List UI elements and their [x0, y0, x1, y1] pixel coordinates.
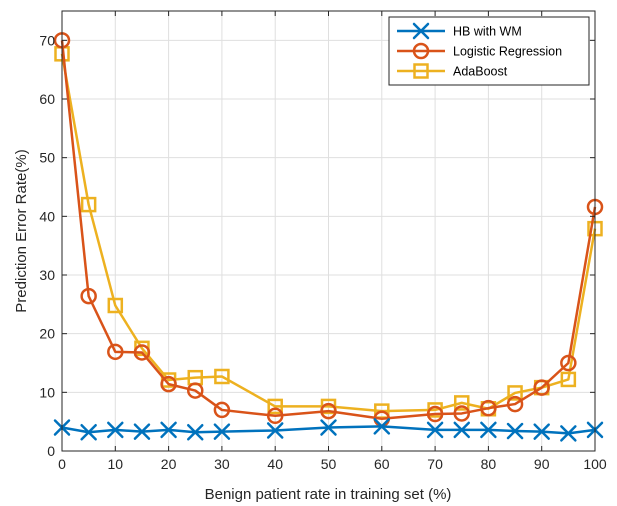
legend-item-logistic-regression: Logistic Regression — [397, 42, 562, 60]
y-tick-label: 50 — [39, 150, 55, 166]
x-tick-label: 70 — [427, 456, 443, 472]
data-point-hb-with-wm — [560, 425, 577, 442]
data-point-logistic-regression — [426, 405, 444, 423]
data-point-hb-with-wm — [426, 421, 444, 439]
data-point-adaboost — [214, 368, 230, 385]
x-tick-label: 20 — [161, 456, 177, 472]
x-axis-title: Benign patient rate in training set (%) — [205, 486, 452, 503]
data-point-logistic-regression — [266, 407, 284, 425]
legend-item-hb-with-wm: HB with WM — [397, 22, 522, 40]
data-point-adaboost — [80, 196, 97, 213]
data-point-hb-with-wm — [373, 418, 391, 435]
x-tick-label: 10 — [108, 456, 124, 472]
legend: HB with WM Logistic Regression AdaBoost — [388, 16, 590, 86]
data-point-hb-with-wm — [266, 422, 284, 439]
y-tick-label: 10 — [39, 384, 55, 400]
legend-marker — [412, 22, 430, 40]
data-point-logistic-regression — [133, 344, 151, 361]
y-tick-label: 40 — [39, 208, 55, 224]
marker-stroke — [560, 425, 577, 442]
legend-marker — [413, 63, 429, 79]
x-tick-label: 50 — [321, 456, 337, 472]
data-point-logistic-regression — [506, 395, 524, 413]
data-point-adaboost — [267, 398, 283, 415]
legend-label: Logistic Regression — [453, 45, 562, 59]
y-tick-label: 20 — [39, 326, 55, 342]
data-point-hb-with-wm — [80, 423, 97, 441]
marker-stroke — [453, 421, 470, 439]
data-point-logistic-regression — [480, 399, 497, 417]
data-point-hb-with-wm — [320, 419, 337, 436]
data-point-logistic-regression — [213, 401, 231, 419]
data-point-hb-with-wm — [453, 421, 470, 439]
marker-stroke — [133, 423, 151, 440]
y-axis-title: Prediction Error Rate(%) — [13, 149, 30, 312]
x-tick-label: 100 — [583, 456, 607, 472]
marker-stroke — [320, 419, 337, 436]
x-tick-label: 30 — [214, 456, 230, 472]
data-point-hb-with-wm — [133, 423, 151, 440]
data-point-logistic-regression — [80, 287, 97, 305]
data-point-adaboost — [107, 297, 124, 314]
y-tick-label: 30 — [39, 267, 55, 283]
data-point-adaboost — [454, 395, 470, 411]
x-tick-label: 60 — [374, 456, 390, 472]
data-point-logistic-regression — [107, 343, 124, 361]
data-point-hb-with-wm — [107, 421, 124, 439]
x-tick-label: 90 — [534, 456, 550, 472]
marker-stroke — [187, 423, 204, 441]
legend-label: AdaBoost — [453, 65, 508, 79]
marker-stroke — [160, 421, 177, 439]
data-point-hb-with-wm — [213, 423, 231, 440]
axis-ticks: 0 10 20 30 40 50 60 70 80 90 100 0 10 20 30 40 50 60 70 — [39, 11, 607, 472]
legend-item-adaboost: AdaBoost — [397, 63, 508, 79]
x-tick-label: 40 — [267, 456, 283, 472]
marker-stroke — [213, 423, 231, 440]
data-point-hb-with-wm — [187, 423, 204, 441]
data-point-logistic-regression — [560, 354, 577, 372]
data-point-logistic-regression — [160, 375, 177, 393]
y-tick-label: 0 — [47, 443, 55, 459]
x-tick-label: 80 — [481, 456, 497, 472]
data-point-hb-with-wm — [533, 423, 550, 440]
data-point-logistic-regression — [187, 382, 204, 399]
marker-stroke — [107, 421, 124, 439]
data-point-hb-with-wm — [160, 421, 177, 439]
y-tick-label: 60 — [39, 91, 55, 107]
data-point-logistic-regression — [453, 405, 470, 422]
marker-stroke — [426, 421, 444, 439]
marker-stroke — [412, 22, 430, 40]
data-point-hb-with-wm — [480, 421, 497, 439]
legend-marker — [412, 42, 430, 60]
legend-label: HB with WM — [453, 25, 522, 39]
marker-stroke — [506, 422, 524, 440]
marker-stroke — [533, 423, 550, 440]
series-layer — [53, 32, 604, 442]
marker-stroke — [480, 421, 497, 439]
series-line-logistic-regression — [60, 40, 597, 420]
data-point-logistic-regression — [320, 402, 337, 420]
y-tick-label: 70 — [39, 32, 55, 48]
data-point-adaboost — [560, 371, 577, 388]
data-point-hb-with-wm — [506, 422, 524, 440]
marker-stroke — [266, 422, 284, 439]
data-point-logistic-regression — [533, 379, 550, 396]
marker-stroke — [373, 418, 391, 435]
x-tick-label: 0 — [58, 456, 66, 472]
series-line-adaboost — [60, 53, 597, 413]
marker-stroke — [80, 423, 97, 441]
series-hb-with-wm — [53, 418, 604, 442]
data-point-adaboost — [507, 385, 523, 401]
